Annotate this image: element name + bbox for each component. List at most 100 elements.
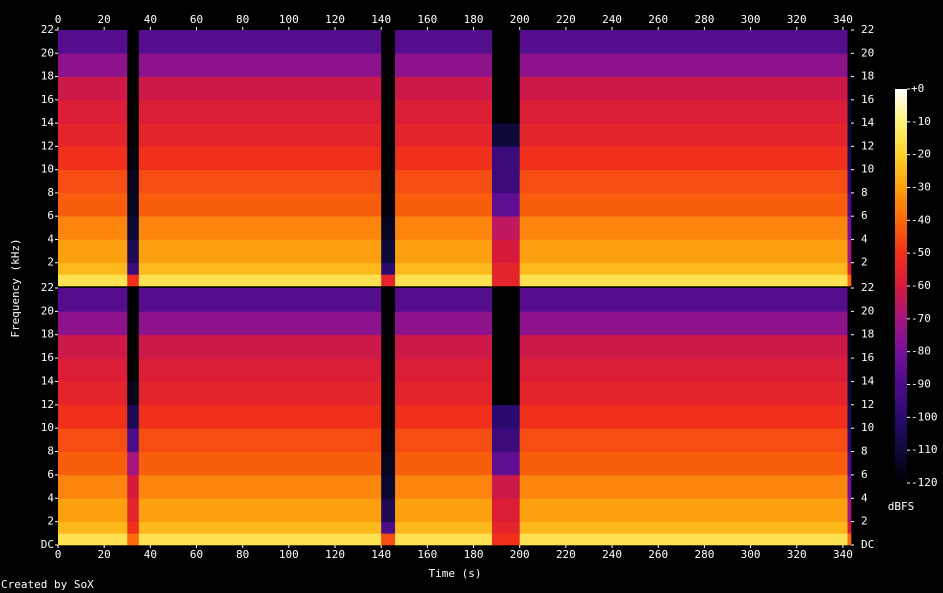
heatmap-cell	[138, 216, 382, 240]
x-tick-label-top: 140	[371, 13, 391, 26]
heatmap-cell	[519, 76, 848, 101]
heatmap-cell	[127, 99, 140, 124]
heatmap-cell	[492, 498, 521, 522]
heatmap-cell	[138, 169, 382, 194]
x-tick-label-top: 40	[144, 13, 157, 26]
heatmap-cell	[519, 358, 848, 382]
y-tick-label-right: 16	[861, 93, 874, 106]
heatmap-cell	[127, 123, 140, 147]
y-tick-label-right: 12	[861, 398, 874, 411]
heatmap-cell	[58, 216, 128, 240]
heatmap-cell	[395, 76, 493, 101]
y-tick-label: 14	[41, 116, 55, 129]
y-tick-label-right: 2	[861, 256, 868, 269]
y-tick-label-right: 12	[861, 139, 874, 152]
heatmap-cell	[127, 358, 140, 382]
y-tick-label-right: 20	[861, 46, 874, 59]
heatmap-cell	[127, 146, 140, 170]
heatmap-cell	[127, 76, 140, 101]
credit: Created by SoX	[1, 578, 94, 591]
y-tick-label-right: 8	[861, 445, 868, 458]
heatmap-cell	[519, 311, 848, 336]
heatmap-cell	[519, 404, 848, 429]
heatmap-cell	[127, 288, 140, 312]
heatmap-cell	[519, 521, 848, 534]
colorbar-tick-label: -40	[911, 213, 931, 226]
heatmap-cell	[395, 146, 493, 170]
heatmap-cell	[519, 123, 848, 147]
heatmap-cell	[127, 533, 140, 546]
heatmap-cell	[381, 146, 396, 170]
x-tick-label: 240	[602, 548, 622, 561]
x-tick-label: 100	[279, 548, 299, 561]
heatmap-cell	[138, 521, 382, 534]
x-tick-label: 320	[787, 548, 807, 561]
heatmap-cell	[138, 334, 382, 359]
heatmap-cell	[492, 146, 521, 170]
heatmap-cell	[127, 262, 140, 275]
x-tick-label-top: 120	[325, 13, 345, 26]
y-tick-label-right: 20	[861, 304, 874, 317]
heatmap-cell	[492, 533, 521, 546]
y-tick-label: 8	[47, 445, 54, 458]
x-tick-label: 40	[144, 548, 157, 561]
x-tick-label: 20	[98, 548, 111, 561]
heatmap-cell	[847, 428, 852, 452]
heatmap-cell	[138, 474, 382, 499]
heatmap-cell	[492, 381, 521, 406]
heatmap-cell	[492, 192, 521, 217]
heatmap-cell	[138, 451, 382, 476]
x-tick-label-top: 280	[694, 13, 714, 26]
heatmap-cell	[847, 288, 852, 312]
heatmap-cell	[395, 498, 493, 522]
y-tick-label: 8	[47, 186, 54, 199]
heatmap-cell	[381, 53, 396, 77]
heatmap-cell	[127, 53, 140, 77]
y-tick-label-right: 4	[861, 232, 868, 245]
colorbar-tick-label: -20	[911, 148, 931, 161]
heatmap-cell	[58, 404, 128, 429]
heatmap-cell	[519, 239, 848, 264]
y-tick-label-right: 6	[861, 468, 868, 481]
y-tick-label-right: 16	[861, 351, 874, 364]
x-tick-label: 220	[556, 548, 576, 561]
y-tick-label-right: 14	[861, 374, 875, 387]
y-tick-label-right: 18	[861, 328, 874, 341]
y-tick-label-right: 8	[861, 186, 868, 199]
heatmap-cell	[381, 30, 396, 54]
y-tick-label: 22	[41, 23, 54, 36]
y-tick-label: 4	[47, 491, 54, 504]
heatmap-cell	[138, 404, 382, 429]
heatmap-cell	[519, 498, 848, 522]
heatmap-cell	[395, 274, 493, 287]
heatmap-cell	[847, 53, 852, 77]
heatmap-cell	[519, 451, 848, 476]
heatmap-cell	[395, 169, 493, 194]
heatmap-cell	[58, 76, 128, 101]
heatmap-cell	[492, 76, 521, 101]
heatmap-cell	[492, 288, 521, 312]
heatmap-cell	[847, 533, 852, 546]
heatmap-cell	[395, 404, 493, 429]
heatmap-cell	[138, 99, 382, 124]
x-tick-label-top: 240	[602, 13, 622, 26]
colorbar-tick-label: -10	[911, 115, 931, 128]
heatmap-cell	[395, 451, 493, 476]
heatmap-cell	[492, 451, 521, 476]
heatmap-cell	[138, 274, 382, 287]
heatmap-cell	[127, 404, 140, 429]
heatmap-cell	[58, 334, 128, 359]
heatmap-cell	[58, 30, 128, 54]
heatmap-cell	[395, 311, 493, 336]
heatmap-cell	[847, 358, 852, 382]
y-tick-label-right: DC	[861, 538, 874, 551]
heatmap-cell	[492, 262, 521, 275]
heatmap-cell	[138, 76, 382, 101]
heatmap-cell	[492, 334, 521, 359]
colorbar	[895, 89, 907, 483]
heatmap-cell	[395, 216, 493, 240]
x-tick-label: 180	[464, 548, 484, 561]
heatmap-cell	[138, 53, 382, 77]
colorbar-tick-label: -80	[911, 345, 931, 358]
x-tick-label-top: 200	[510, 13, 530, 26]
